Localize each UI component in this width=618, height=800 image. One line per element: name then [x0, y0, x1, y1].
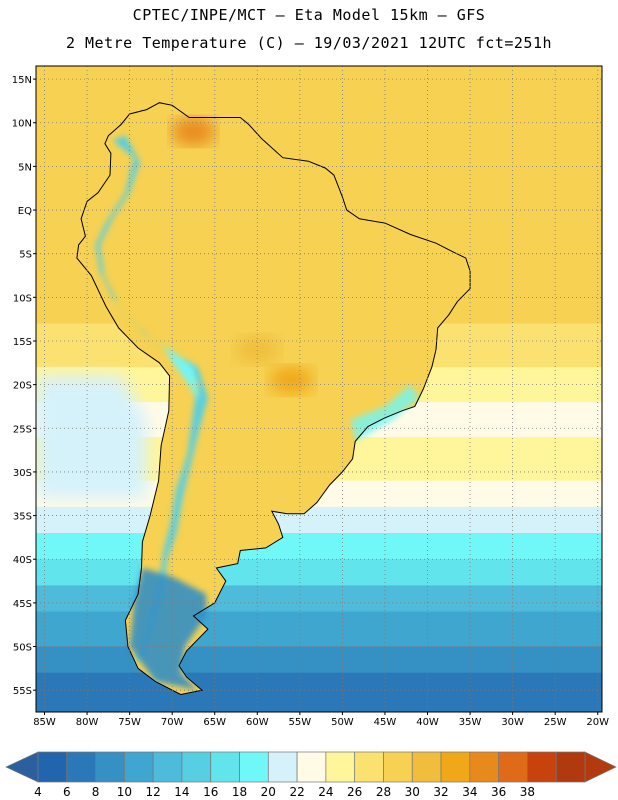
colorbar-swatch	[555, 751, 586, 783]
ocean-band-12	[36, 672, 602, 712]
colorbar-swatch	[411, 751, 442, 783]
colorbar-swatch	[527, 751, 557, 783]
lat-label: 10N	[12, 119, 32, 130]
colorbar-label: 18	[232, 785, 247, 799]
colorbar-label: 4	[34, 785, 42, 799]
lon-label: 20W	[586, 717, 609, 728]
colorbar-swatch	[383, 751, 413, 783]
hot-spot-2	[235, 335, 280, 364]
lon-label: 45W	[374, 717, 397, 728]
colorbar-label: 20	[261, 785, 276, 799]
colorbar: 4 6 8 10 12 14 16 18 20 22 24 26 28 30 32 34 36 38	[5, 751, 617, 799]
altiplano-cold	[163, 345, 200, 403]
colorbar-label: 36	[491, 785, 506, 799]
central-america-land	[36, 66, 109, 141]
colorbar-swatch	[95, 751, 125, 783]
lon-label: 30W	[501, 717, 524, 728]
lon-label: 85W	[33, 717, 56, 728]
colorbar-label: 34	[462, 785, 477, 799]
lat-label: EQ	[18, 206, 32, 217]
colorbar-swatch	[354, 751, 384, 783]
map-frame	[35, 65, 603, 713]
map-title-line-2: 2 Metre Temperature (C) – 19/03/2021 12U…	[65, 34, 553, 52]
lat-label: 55S	[13, 686, 32, 697]
colorbar-label: 28	[376, 785, 391, 799]
coastline	[76, 102, 471, 696]
lat-label: 5N	[18, 162, 32, 173]
lon-label: 60W	[246, 717, 269, 728]
map-title-line-1: CPTEC/INPE/MCT – Eta Model 15km – GFS	[132, 6, 486, 24]
lon-label: 50W	[331, 717, 354, 728]
lat-label: 35S	[13, 512, 32, 523]
map-field	[36, 66, 602, 712]
lat-label: 5S	[19, 250, 32, 261]
lon-label: 80W	[76, 717, 99, 728]
ocean-band-11	[36, 646, 602, 674]
colorbar-swatch	[210, 751, 240, 783]
lat-label: 15S	[13, 337, 32, 348]
colorbar-label: 16	[203, 785, 218, 799]
colorbar-label: 24	[318, 785, 333, 799]
colorbar-label: 12	[146, 785, 161, 799]
lat-label: 15N	[12, 75, 32, 86]
colorbar-label: 30	[405, 785, 420, 799]
lat-label: 50S	[13, 643, 32, 654]
colorbar-swatch	[469, 751, 499, 783]
south-america-land	[76, 102, 471, 695]
ocean-band-9	[36, 585, 602, 613]
lat-label: 45S	[13, 599, 32, 610]
lon-label: 35W	[459, 717, 482, 728]
lon-label: 55W	[289, 717, 312, 728]
colorbar-swatch	[66, 751, 96, 783]
colorbar-label: 26	[347, 785, 362, 799]
colorbar-swatch	[440, 751, 471, 783]
ocean-band-6	[36, 506, 602, 534]
lat-label: 25S	[13, 424, 32, 435]
lat-label: 40S	[13, 555, 32, 566]
colorbar-label: 38	[520, 785, 535, 799]
lat-label: 10S	[13, 293, 32, 304]
colorbar-swatch	[152, 751, 183, 783]
lon-label: 65W	[203, 717, 226, 728]
lat-label: 30S	[13, 468, 32, 479]
pacific-cool-region	[36, 375, 147, 499]
colorbar-label: 10	[117, 785, 132, 799]
hot-spot-1	[171, 117, 216, 146]
colorbar-swatch	[37, 751, 68, 783]
colorbar-right-arrow	[584, 751, 617, 783]
colorbar-swatch	[181, 751, 212, 783]
colorbar-swatch	[267, 751, 298, 783]
lon-label: 75W	[118, 717, 141, 728]
lon-label: 70W	[161, 717, 184, 728]
colorbar-swatch	[124, 751, 154, 783]
colorbar-swatch	[498, 751, 528, 783]
colorbar-label: 8	[92, 785, 100, 799]
longitude-labels: 85W 80W 75W 70W 65W 60W 55W 50W 45W 40W 35W 30W 25W 2…	[33, 712, 609, 728]
lon-label: 25W	[544, 717, 567, 728]
colorbar-label: 6	[63, 785, 71, 799]
colorbar-swatch	[325, 751, 356, 783]
ocean-band-10	[36, 611, 602, 648]
patagonia-cold	[129, 568, 207, 691]
colorbar-label: 22	[289, 785, 304, 799]
colorbar-label: 14	[174, 785, 189, 799]
lat-label: 20S	[13, 381, 32, 392]
latitude-labels: 15N 10N 5N EQ 5S 10S 15S 20S 25S 30S 35S 40S 45S 50S 5…	[12, 75, 36, 697]
lon-label: 40W	[416, 717, 439, 728]
hot-spot-0	[269, 366, 314, 395]
colorbar-swatch	[296, 751, 327, 783]
colorbar-left-arrow	[5, 751, 39, 783]
colorbar-label: 32	[433, 785, 448, 799]
ocean-band-8	[36, 559, 602, 586]
land-temperature	[36, 66, 471, 696]
ocean-band-7	[36, 533, 602, 560]
colorbar-swatch	[239, 751, 269, 783]
